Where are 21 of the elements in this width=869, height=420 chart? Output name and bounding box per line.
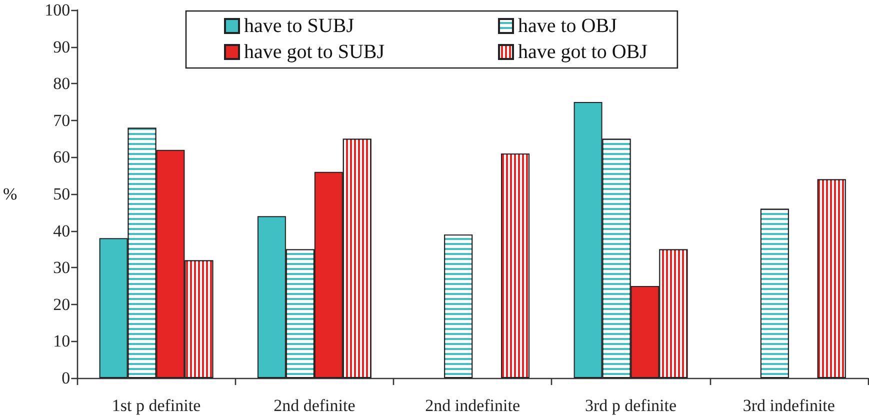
legend-label: have to OBJ (518, 15, 618, 37)
y-tick-label: 70 (53, 110, 70, 130)
y-tick-label: 40 (53, 221, 70, 240)
legend-label: have got to SUBJ (244, 41, 385, 63)
legend-label: have to SUBJ (244, 15, 354, 37)
x-tick-label: 3rd p definite (584, 396, 677, 415)
x-tick-label: 3rd indefinite (742, 396, 835, 415)
x-tick-label: 1st p definite (112, 396, 201, 415)
legend-label: have got to OBJ (518, 41, 648, 63)
y-tick-label: 10 (53, 332, 70, 351)
x-tick-label: 2nd indefinite (425, 396, 520, 415)
y-axis-title: % (2, 184, 18, 204)
y-tick-label: 100 (44, 0, 70, 20)
x-tick-label: 2nd definite (274, 396, 356, 415)
y-tick-label: 60 (53, 148, 70, 167)
y-tick-label: 20 (53, 294, 70, 314)
y-tick-label: 80 (53, 74, 70, 94)
y-tick-label: 0 (62, 368, 70, 388)
y-tick-label: 50 (53, 184, 70, 204)
y-tick-label: 30 (53, 258, 70, 278)
y-tick-label: 90 (53, 37, 70, 56)
